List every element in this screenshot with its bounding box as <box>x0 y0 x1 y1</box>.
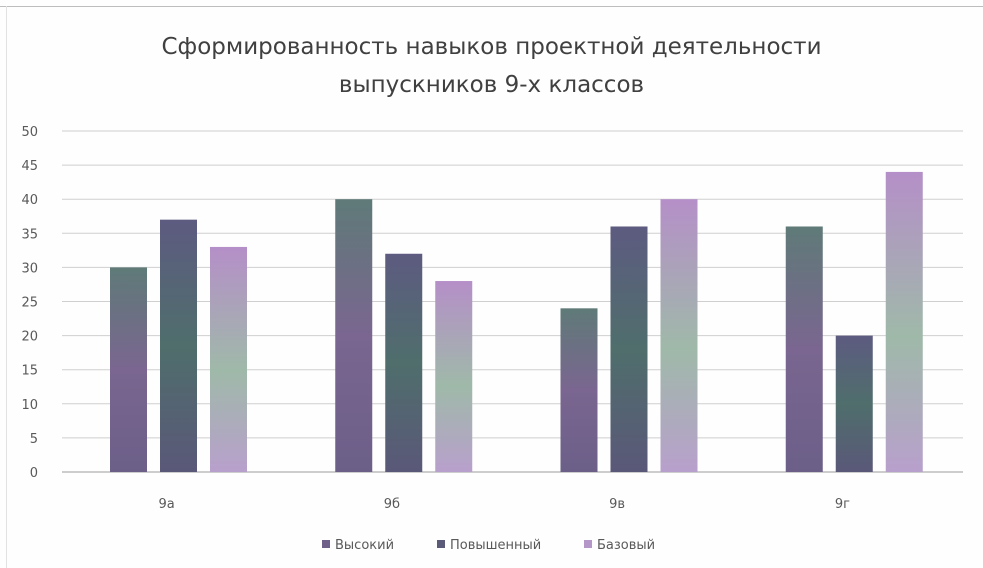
y-tick-label: 20 <box>21 330 38 345</box>
bar-9в-Повышенный <box>610 226 648 472</box>
y-tick-label: 45 <box>21 159 38 174</box>
bar-9б-Высокий <box>335 199 373 472</box>
bar-9а-Повышенный <box>160 219 197 472</box>
bar-9г-Высокий <box>785 226 823 472</box>
y-tick-label: 35 <box>21 227 38 242</box>
x-tick-label: 9а <box>159 497 175 512</box>
chart-title: Сформированность навыков проектной деяте… <box>0 28 983 104</box>
left-divider <box>6 6 7 568</box>
legend-swatch-1 <box>437 540 445 548</box>
y-tick-label: 15 <box>21 364 38 379</box>
y-tick-label: 0 <box>30 466 38 481</box>
chart-title-line-1: Сформированность навыков проектной деяте… <box>161 34 822 60</box>
top-divider <box>0 6 983 7</box>
bar-9а-Базовый <box>210 246 247 472</box>
x-tick-label: 9г <box>835 497 850 512</box>
chart-title-line-2: выпускников 9-х классов <box>338 72 645 98</box>
bar-9в-Базовый <box>660 199 698 472</box>
bar-9в-Высокий <box>560 308 598 472</box>
y-tick-label: 30 <box>21 261 38 276</box>
legend-label: Базовый <box>597 538 655 553</box>
legend-swatch-2 <box>584 540 592 548</box>
bar-9б-Повышенный <box>385 253 423 472</box>
y-tick-label: 10 <box>21 398 38 413</box>
y-tick-label: 40 <box>21 193 38 208</box>
legend-label: Высокий <box>335 538 394 553</box>
legend-swatch-0 <box>322 540 330 548</box>
bar-9б-Базовый <box>435 281 473 472</box>
y-tick-label: 5 <box>30 432 38 447</box>
legend-label: Повышенный <box>450 538 541 553</box>
x-tick-label: 9в <box>609 497 625 512</box>
bar-9а-Высокий <box>110 267 147 472</box>
x-tick-label: 9б <box>384 497 400 512</box>
bar-9г-Базовый <box>885 171 923 473</box>
bar-9г-Повышенный <box>835 335 873 472</box>
y-tick-label: 50 <box>21 125 38 140</box>
y-tick-label: 25 <box>21 296 38 311</box>
